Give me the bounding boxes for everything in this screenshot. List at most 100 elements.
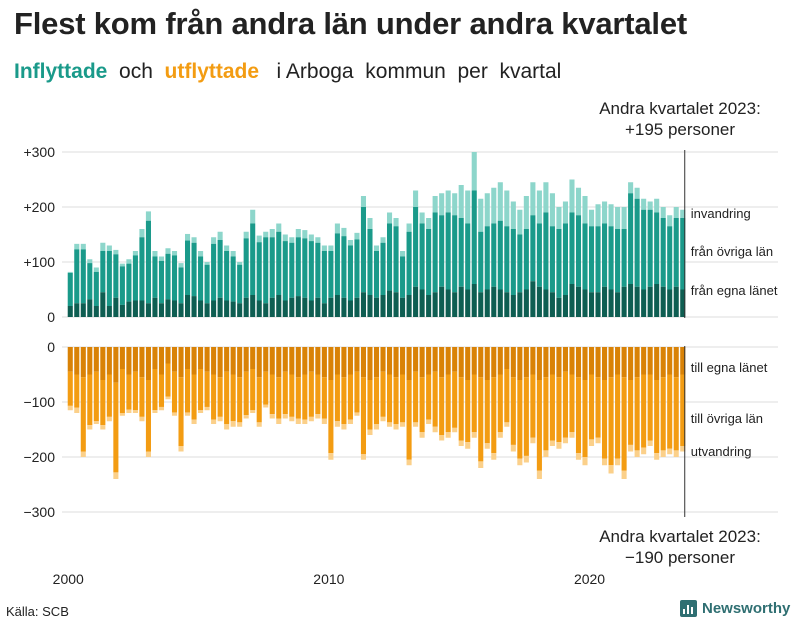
bar-invandring (543, 182, 549, 213)
subtitle-och: och (107, 60, 165, 83)
bar-utvandring (93, 421, 99, 424)
bar-utvandring (354, 412, 360, 416)
bar-utvandring (504, 422, 510, 427)
bar-utvandring (419, 432, 425, 438)
bar-invandring (406, 223, 412, 232)
annotation-text: +195 personer (625, 120, 735, 139)
bar-fran-ovriga-lan (386, 223, 393, 291)
bar-till-egna-lanet (471, 347, 477, 375)
x-tick-label: 2000 (53, 571, 84, 587)
bar-fran-ovriga-lan (445, 212, 451, 290)
bar-till-egna-lanet (647, 347, 653, 375)
bar-fran-egna-lanet (510, 295, 516, 317)
bar-fran-ovriga-lan (185, 240, 191, 295)
bar-till-egna-lanet (575, 347, 582, 378)
bar-till-ovriga-lan (230, 374, 236, 422)
bar-invandring (360, 196, 367, 207)
bar-utvandring (250, 410, 256, 413)
bar-till-egna-lanet (530, 347, 536, 375)
bar-fran-egna-lanet (113, 297, 119, 317)
bar-invandring (400, 251, 406, 257)
bar-till-ovriga-lan (406, 380, 412, 460)
bar-invandring (191, 237, 197, 243)
bar-till-ovriga-lan (654, 380, 660, 454)
bar-utvandring (360, 454, 367, 460)
bar-fran-ovriga-lan (126, 263, 132, 302)
bar-invandring (634, 187, 640, 199)
bar-fran-ovriga-lan (413, 207, 419, 287)
bar-utvandring (315, 414, 321, 419)
bar-till-egna-lanet (504, 347, 510, 369)
bar-invandring (334, 223, 340, 234)
bar-invandring (308, 234, 314, 242)
bar-fran-ovriga-lan (289, 242, 295, 298)
bar-fran-ovriga-lan (660, 218, 666, 287)
bar-invandring (211, 237, 217, 244)
bar-fran-egna-lanet (328, 297, 334, 317)
bar-invandring (497, 182, 503, 221)
bar-utvandring (621, 470, 627, 479)
bar-fran-ovriga-lan (74, 249, 80, 304)
bar-fran-egna-lanet (517, 292, 523, 317)
bar-fran-egna-lanet (647, 286, 653, 317)
bar-till-ovriga-lan (289, 374, 295, 417)
bar-fran-egna-lanet (165, 299, 171, 317)
bar-invandring (198, 251, 204, 257)
bar-till-ovriga-lan (569, 374, 575, 433)
bar-fran-ovriga-lan (276, 231, 282, 295)
bar-invandring (321, 245, 327, 251)
bar-fran-ovriga-lan (582, 223, 588, 290)
bar-fran-ovriga-lan (556, 229, 562, 298)
bar-utvandring (367, 429, 373, 435)
bar-invandring (276, 223, 282, 232)
bar-fran-egna-lanet (602, 286, 608, 317)
bar-fran-egna-lanet (588, 292, 595, 317)
y-tick-label: +100 (23, 254, 55, 270)
bar-till-egna-lanet (588, 347, 595, 375)
bar-invandring (595, 204, 601, 227)
bar-invandring (602, 201, 608, 224)
bar-invandring (74, 243, 80, 250)
bar-till-ovriga-lan (145, 380, 151, 452)
bar-till-ovriga-lan (439, 377, 445, 435)
bar-till-egna-lanet (615, 347, 621, 375)
bar-fran-ovriga-lan (198, 256, 204, 301)
bar-utvandring (289, 416, 295, 422)
bar-till-ovriga-lan (413, 371, 419, 423)
bar-till-ovriga-lan (328, 380, 334, 454)
bar-utvandring (413, 422, 419, 427)
bar-utvandring (132, 410, 138, 413)
bar-fran-egna-lanet (445, 289, 451, 317)
bar-till-ovriga-lan (680, 374, 686, 446)
bar-fran-ovriga-lan (628, 193, 634, 284)
bar-fran-ovriga-lan (80, 249, 86, 304)
bar-fran-ovriga-lan (224, 251, 230, 301)
bar-fran-egna-lanet (334, 295, 340, 317)
bar-invandring (165, 248, 171, 254)
bar-fran-egna-lanet (354, 297, 360, 317)
bar-till-ovriga-lan (74, 374, 80, 408)
bar-fran-ovriga-lan (250, 223, 256, 295)
subtitle-utflyttade: utflyttade (164, 60, 260, 83)
bar-fran-ovriga-lan (465, 223, 471, 290)
bar-invandring (315, 237, 321, 243)
bar-utvandring (432, 426, 438, 433)
bar-till-ovriga-lan (386, 374, 393, 423)
annotation-text: Andra kvartalet 2023: (599, 527, 761, 546)
bar-till-egna-lanet (628, 347, 634, 380)
bar-invandring (237, 262, 243, 265)
bar-fran-egna-lanet (289, 297, 295, 317)
bar-till-egna-lanet (139, 347, 145, 378)
bar-till-egna-lanet (491, 347, 497, 378)
bar-till-egna-lanet (582, 347, 588, 380)
bar-utvandring (628, 444, 634, 452)
bar-invandring (93, 267, 99, 272)
bar-invandring (380, 237, 386, 243)
bar-till-ovriga-lan (165, 363, 171, 397)
subtitle-inflyttade: Inflyttade (14, 60, 108, 83)
bar-till-egna-lanet (634, 347, 640, 378)
bar-till-egna-lanet (152, 347, 158, 369)
bar-utvandring (80, 451, 86, 457)
bar-utvandring (334, 421, 340, 427)
bar-till-ovriga-lan (615, 374, 621, 459)
